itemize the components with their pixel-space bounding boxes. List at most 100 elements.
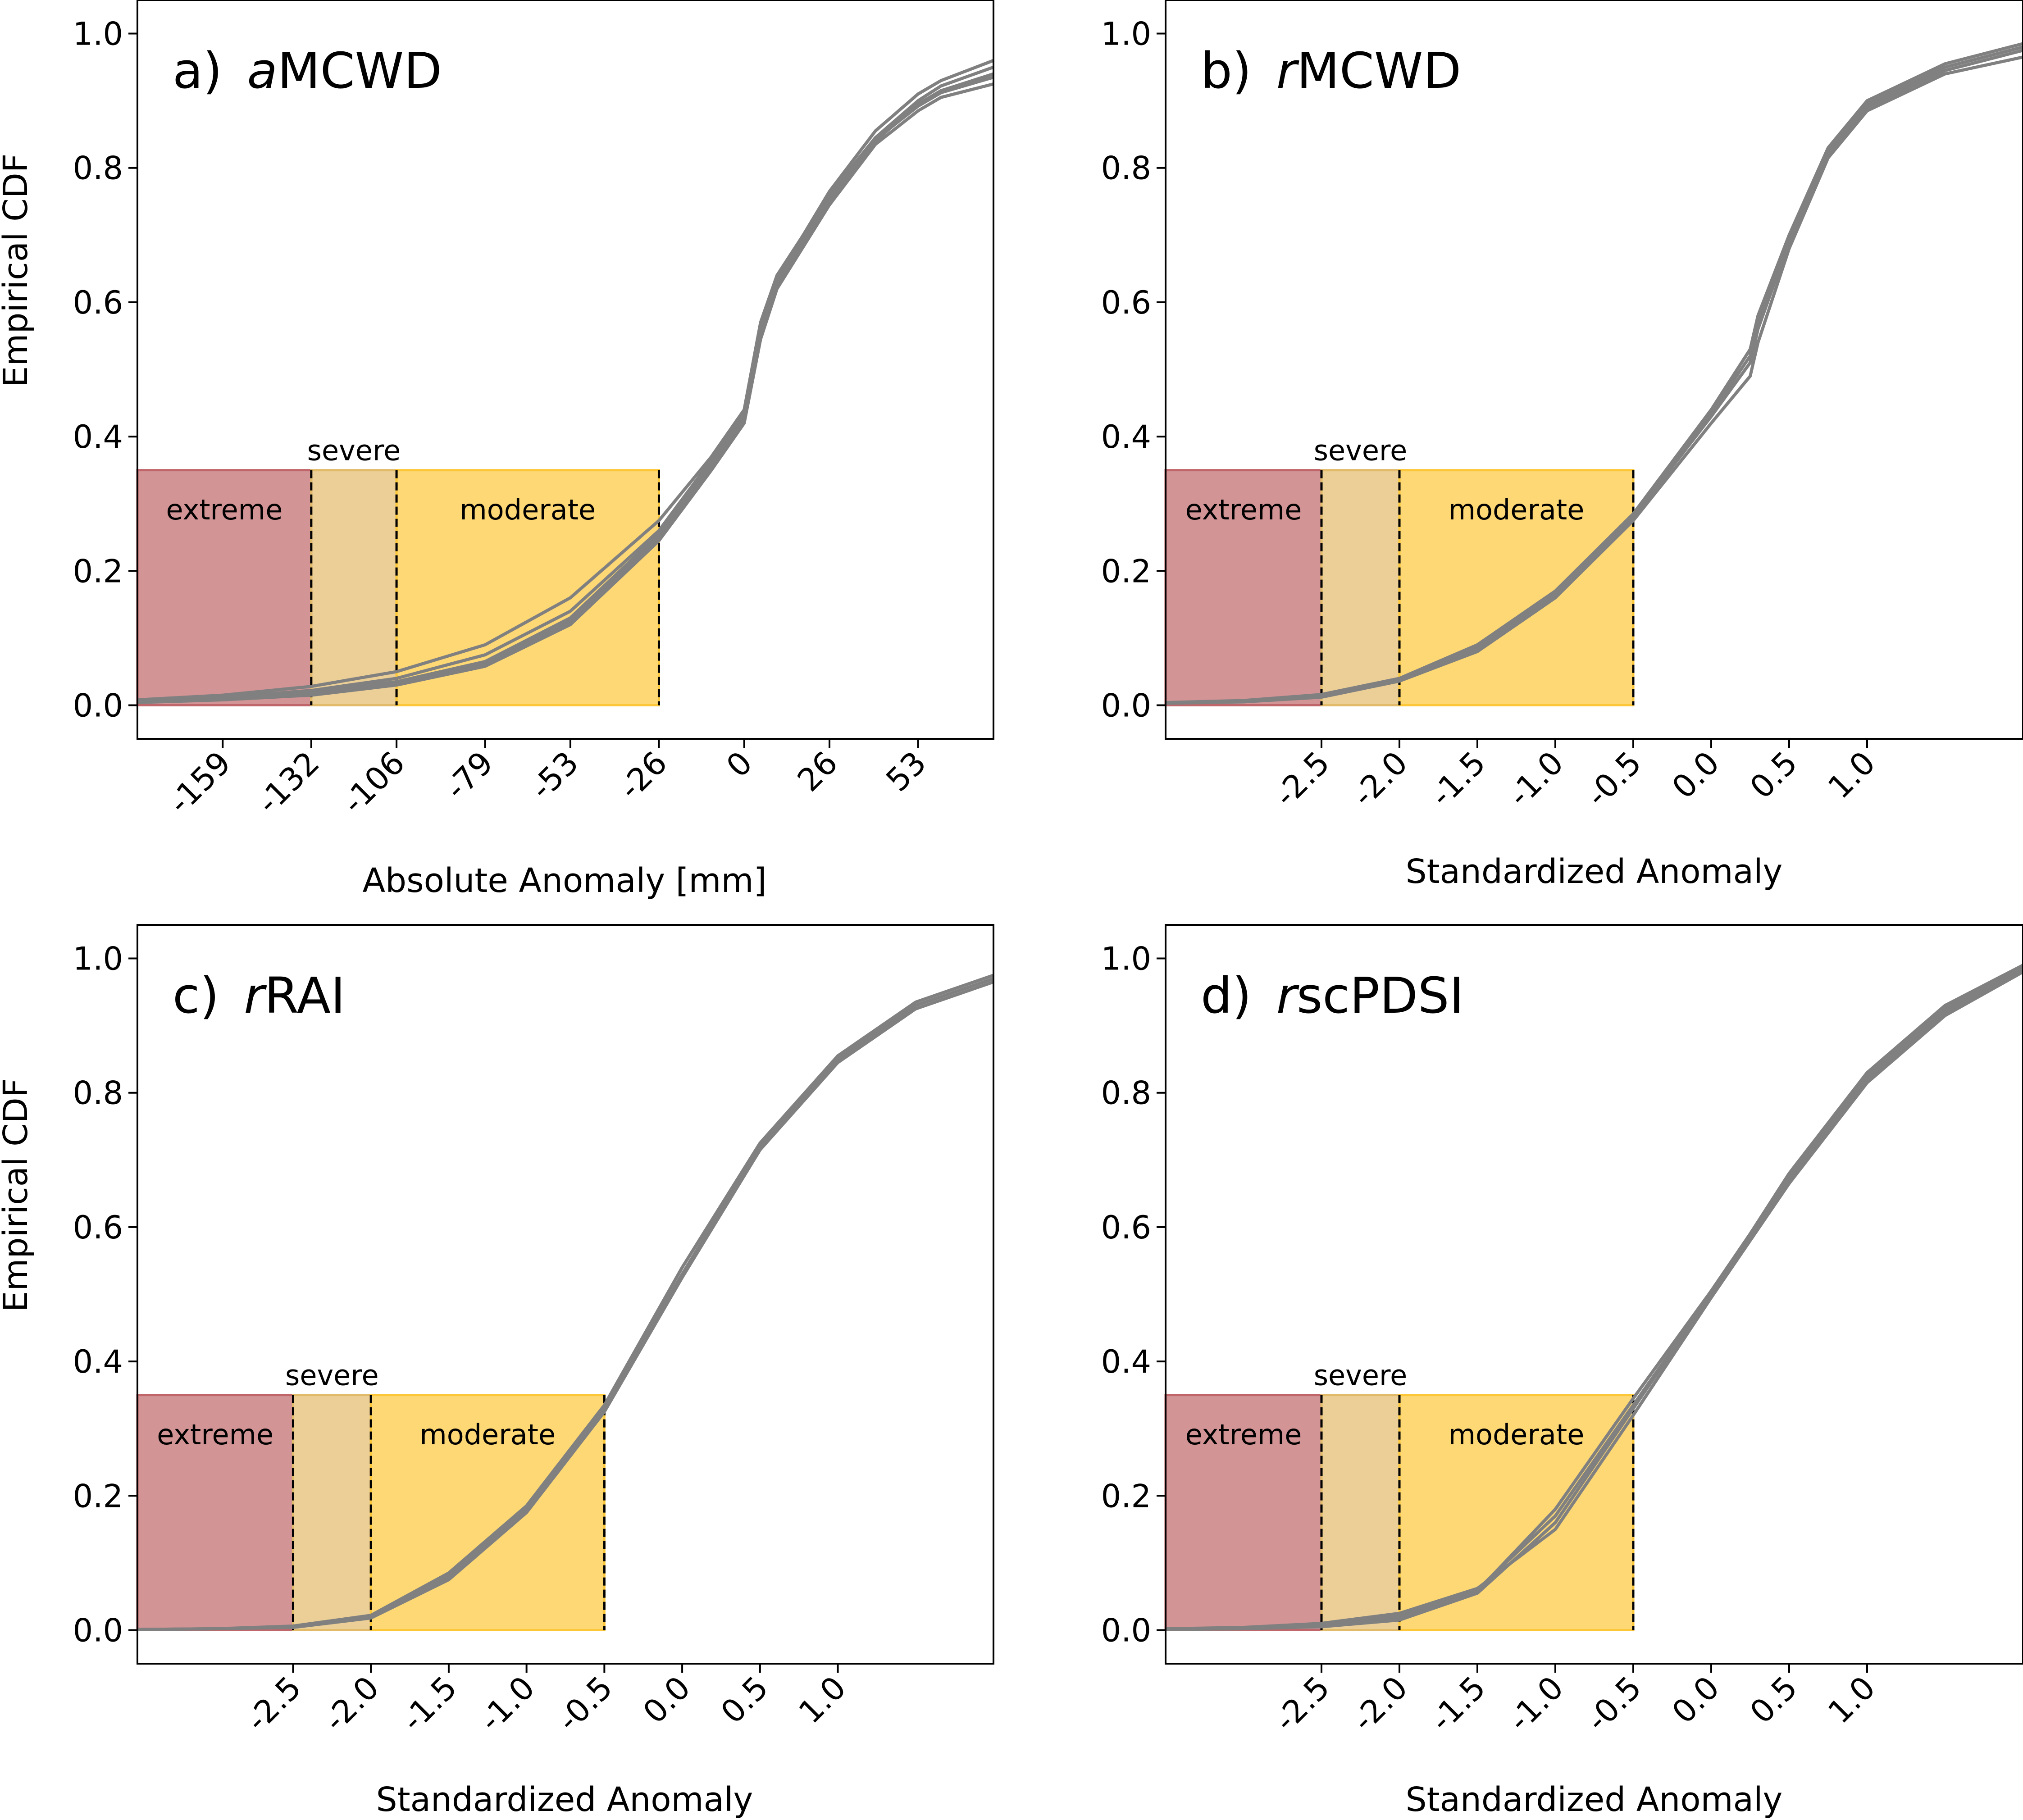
zone-severe — [1320, 469, 1401, 706]
y-tick-label: 0.4 — [1101, 419, 1151, 455]
panel-title-name: RAI — [264, 967, 346, 1024]
x-axis-label: Standardized Anomaly — [1406, 1780, 1783, 1819]
zone-label-moderate: moderate — [460, 493, 596, 526]
panel-title-name: MCWD — [278, 42, 442, 100]
x-tick-label: -2.0 — [317, 1669, 387, 1739]
zone-label-severe: severe — [1314, 1359, 1408, 1392]
y-tick-label: 0.4 — [1101, 1343, 1151, 1380]
x-tick-label: -1.5 — [1423, 744, 1493, 814]
x-tick-label: -0.5 — [1579, 744, 1649, 814]
x-tick-label: -2.0 — [1345, 1669, 1415, 1739]
y-tick-label: 0.6 — [73, 284, 123, 321]
x-tick-label: -53 — [523, 744, 586, 807]
panel-letter: d) — [1201, 967, 1252, 1024]
zone-extreme — [1164, 1394, 1323, 1631]
x-tick-label: 1.0 — [1821, 1669, 1882, 1731]
panel-title-prefix: a — [247, 42, 277, 100]
zone-moderate — [1398, 1394, 1635, 1631]
x-tick-label: -0.5 — [550, 1669, 620, 1739]
x-tick-label: -2.0 — [1345, 744, 1415, 814]
panel-a: extreme severe moderate 0.0 0.2 0.4 0.6 0.8 1.0 -… — [0, 0, 994, 900]
y-tick-label: 0.0 — [1101, 1612, 1151, 1649]
cdf-curve — [1165, 967, 2023, 1631]
zone-extreme — [136, 1394, 294, 1631]
x-tick-label: 0 — [719, 744, 759, 784]
y-tick-label: 0.2 — [1101, 553, 1151, 590]
zone-label-extreme: extreme — [157, 1418, 273, 1451]
zone-label-severe: severe — [1314, 434, 1408, 467]
panel-d: extreme severe moderate 0.0 0.2 0.4 0.6 0.8 1.0 -… — [1101, 924, 2023, 1819]
panel-letter: a) — [173, 42, 222, 100]
zone-label-extreme: extreme — [1185, 493, 1302, 526]
y-tick-label: 0.6 — [1101, 1209, 1151, 1246]
y-tick-label: 0.0 — [73, 1612, 123, 1649]
cdf-curve — [1165, 55, 2023, 705]
y-tick-label: 0.4 — [73, 1343, 123, 1380]
y-tick-label: 0.2 — [73, 1478, 123, 1515]
cdf-curve — [137, 980, 994, 1631]
y-tick-label: 1.0 — [73, 16, 123, 53]
panel-title-prefix: r — [1276, 42, 1299, 100]
axes-frame — [137, 924, 994, 1665]
x-tick-label: 53 — [879, 744, 934, 799]
x-tick-label: 26 — [790, 744, 845, 799]
zone-severe — [310, 469, 398, 706]
zone-label-moderate: moderate — [1449, 1418, 1585, 1451]
y-tick-label: 0.0 — [73, 687, 123, 724]
x-tick-label: -2.5 — [239, 1669, 309, 1739]
y-tick-label: 0.4 — [73, 419, 123, 455]
zone-label-extreme: extreme — [166, 493, 282, 526]
panel-title: c) rRAI — [173, 967, 345, 1024]
y-tick-label: 1.0 — [1101, 941, 1151, 978]
panel-c: extreme severe moderate 0.0 0.2 0.4 0.6 0.8 1.0 -… — [0, 924, 994, 1819]
x-tick-label: -2.5 — [1267, 744, 1337, 814]
cdf-curve — [137, 59, 994, 703]
y-tick-label: 0.2 — [73, 553, 123, 590]
x-tick-label: -106 — [335, 744, 412, 821]
zone-moderate — [369, 1394, 606, 1631]
panel-title-name: scPDSI — [1297, 967, 1464, 1024]
y-tick-label: 0.2 — [1101, 1478, 1151, 1515]
cdf-curve — [137, 76, 994, 704]
cdf-curve — [137, 65, 994, 701]
panel-title: d) rscPDSI — [1201, 967, 1464, 1024]
y-axis-label: Empirical CDF — [0, 1078, 35, 1312]
zone-label-severe: severe — [307, 434, 401, 467]
x-tick-label: -79 — [438, 744, 501, 807]
x-tick-label: 0.5 — [1743, 744, 1804, 806]
zone-label-extreme: extreme — [1185, 1418, 1302, 1451]
panel-title-prefix: r — [1276, 967, 1299, 1024]
y-tick-label: 0.8 — [73, 1075, 123, 1112]
zone-extreme — [1164, 469, 1323, 706]
panel-b: extreme severe moderate 0.0 0.2 0.4 0.6 0.8 1.0 -… — [1101, 0, 2023, 891]
x-tick-label: -1.5 — [1423, 1669, 1493, 1739]
zone-severe — [292, 1394, 372, 1631]
panel-letter: c) — [173, 967, 219, 1024]
x-tick-label: -1.5 — [394, 1669, 464, 1739]
panel-title: b) rMCWD — [1201, 42, 1461, 100]
x-axis-label: Standardized Anomaly — [376, 1780, 753, 1819]
axes-frame — [1165, 924, 2023, 1665]
panel-title-prefix: r — [244, 967, 267, 1024]
x-tick-label: 0.5 — [1743, 1669, 1804, 1731]
cdf-curve — [1165, 970, 2023, 1630]
zone-extreme — [136, 469, 313, 706]
cdf-curve — [1165, 46, 2023, 704]
panel-letter: b) — [1201, 42, 1252, 100]
y-tick-label: 1.0 — [1101, 16, 1151, 53]
y-axis-label: Empirical CDF — [0, 154, 35, 387]
y-tick-label: 0.8 — [1101, 1075, 1151, 1112]
zone-label-moderate: moderate — [1449, 493, 1585, 526]
y-tick-label: 0.8 — [1101, 150, 1151, 187]
cdf-curve — [137, 82, 994, 704]
zone-label-moderate: moderate — [419, 1418, 556, 1451]
x-tick-label: 0.0 — [1665, 1669, 1727, 1731]
x-tick-label: -159 — [161, 744, 238, 821]
x-tick-label: -1.0 — [472, 1669, 542, 1739]
y-tick-label: 0.0 — [1101, 687, 1151, 724]
panel-title: a) aMCWD — [173, 42, 442, 100]
x-tick-label: -1.0 — [1501, 1669, 1571, 1739]
axes-frame — [137, 0, 994, 740]
x-tick-label: -132 — [250, 744, 327, 821]
